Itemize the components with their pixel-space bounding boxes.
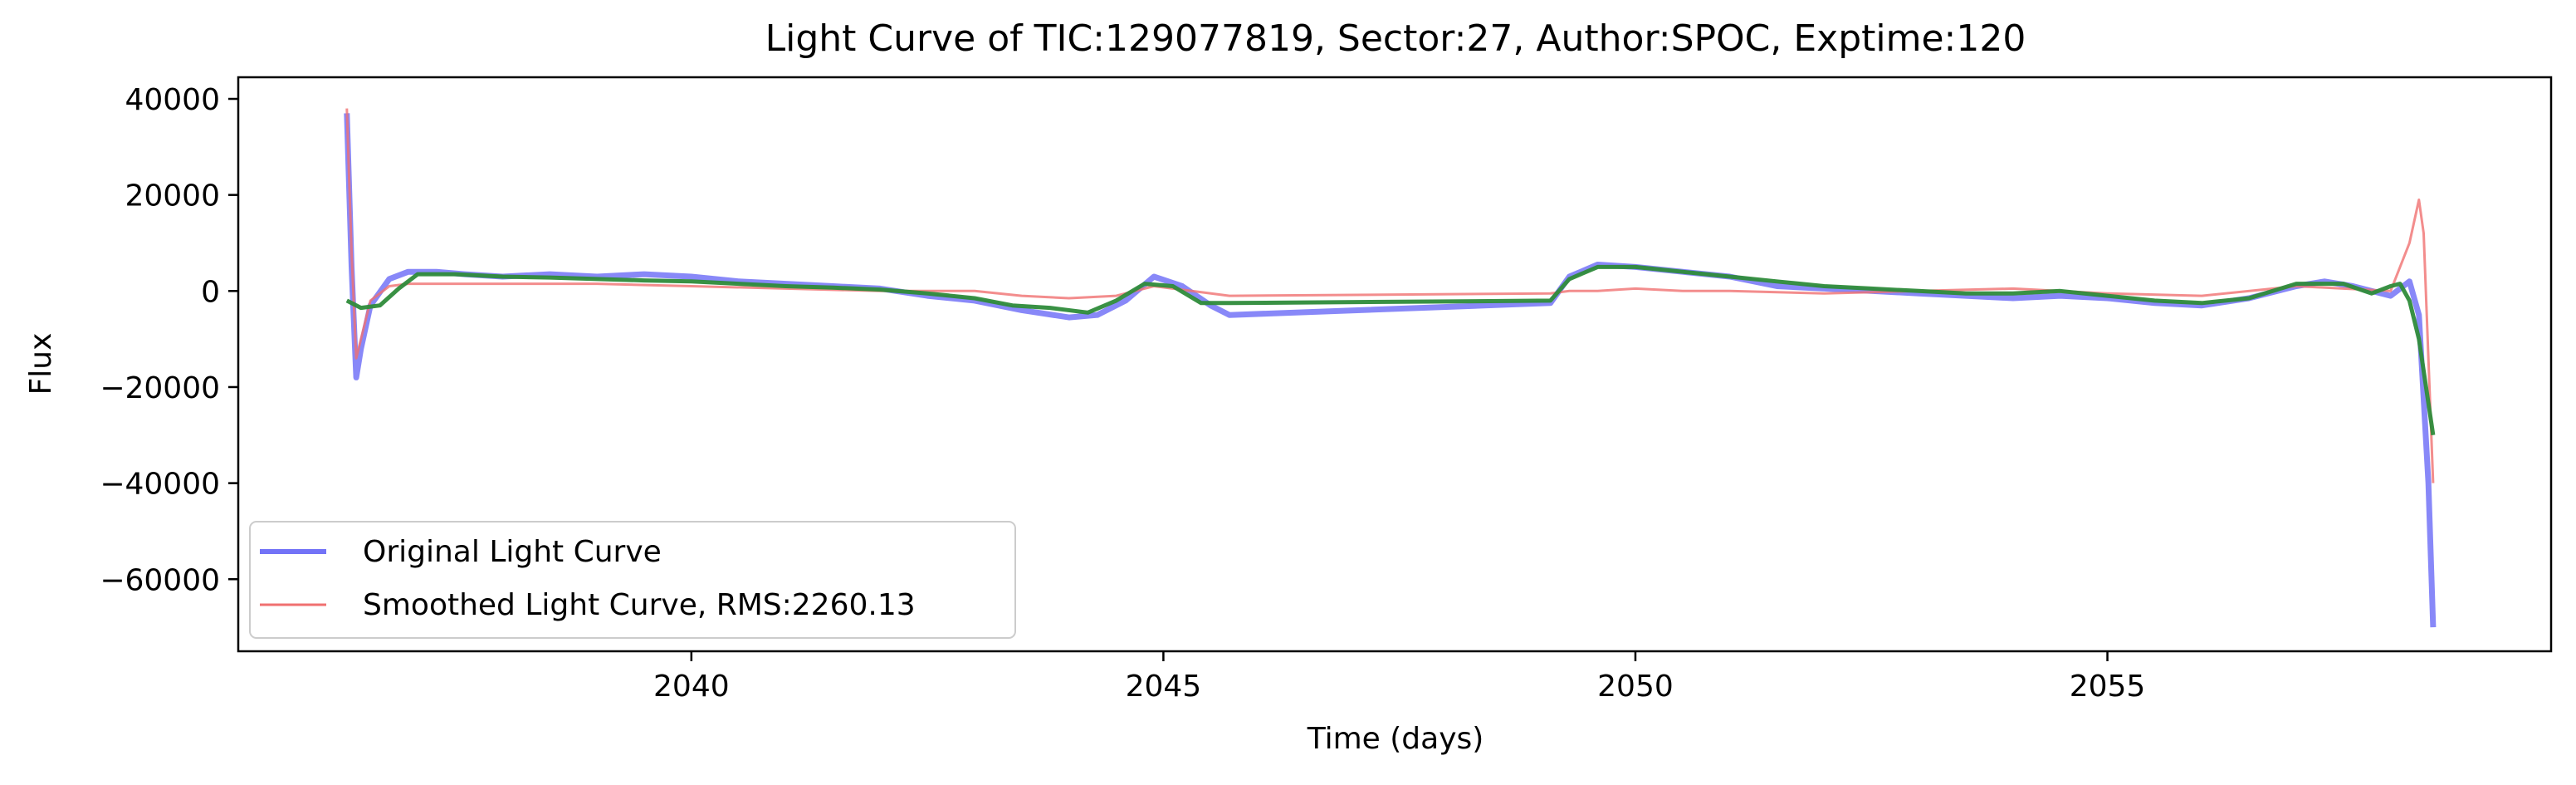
y-tick-label: 0 xyxy=(201,275,220,309)
legend-label-original: Original Light Curve xyxy=(363,535,662,569)
y-axis-label: Flux xyxy=(24,333,58,395)
chart-title: Light Curve of TIC:129077819, Sector:27,… xyxy=(765,17,2026,60)
x-tick-label: 2040 xyxy=(653,670,730,704)
y-tick-label: −60000 xyxy=(100,563,220,597)
y-tick-label: 20000 xyxy=(125,179,220,213)
series-line-trend xyxy=(345,264,2436,436)
axes-frame xyxy=(237,76,2553,653)
legend-label-smoothed: Smoothed Light Curve, RMS:2260.13 xyxy=(363,588,916,622)
x-tick-label: 2055 xyxy=(2070,670,2146,704)
plot-area xyxy=(344,108,2437,628)
series-line-smoothed xyxy=(345,108,2435,483)
x-tick-label: 2050 xyxy=(1597,670,1674,704)
legend-frame xyxy=(249,521,1016,639)
axis-layer: 2040 2045 2050 2055 40000 20000 0 −20000 −40000 −… xyxy=(100,83,2145,704)
y-tick-label: −20000 xyxy=(100,371,220,405)
legend: Original Light Curve Smoothed Light Curv… xyxy=(249,521,1016,639)
y-tick-label: −40000 xyxy=(100,468,220,502)
y-tick-label: 40000 xyxy=(125,83,220,117)
x-tick-label: 2045 xyxy=(1126,670,1202,704)
x-axis-label: Time (days) xyxy=(1307,722,1484,756)
